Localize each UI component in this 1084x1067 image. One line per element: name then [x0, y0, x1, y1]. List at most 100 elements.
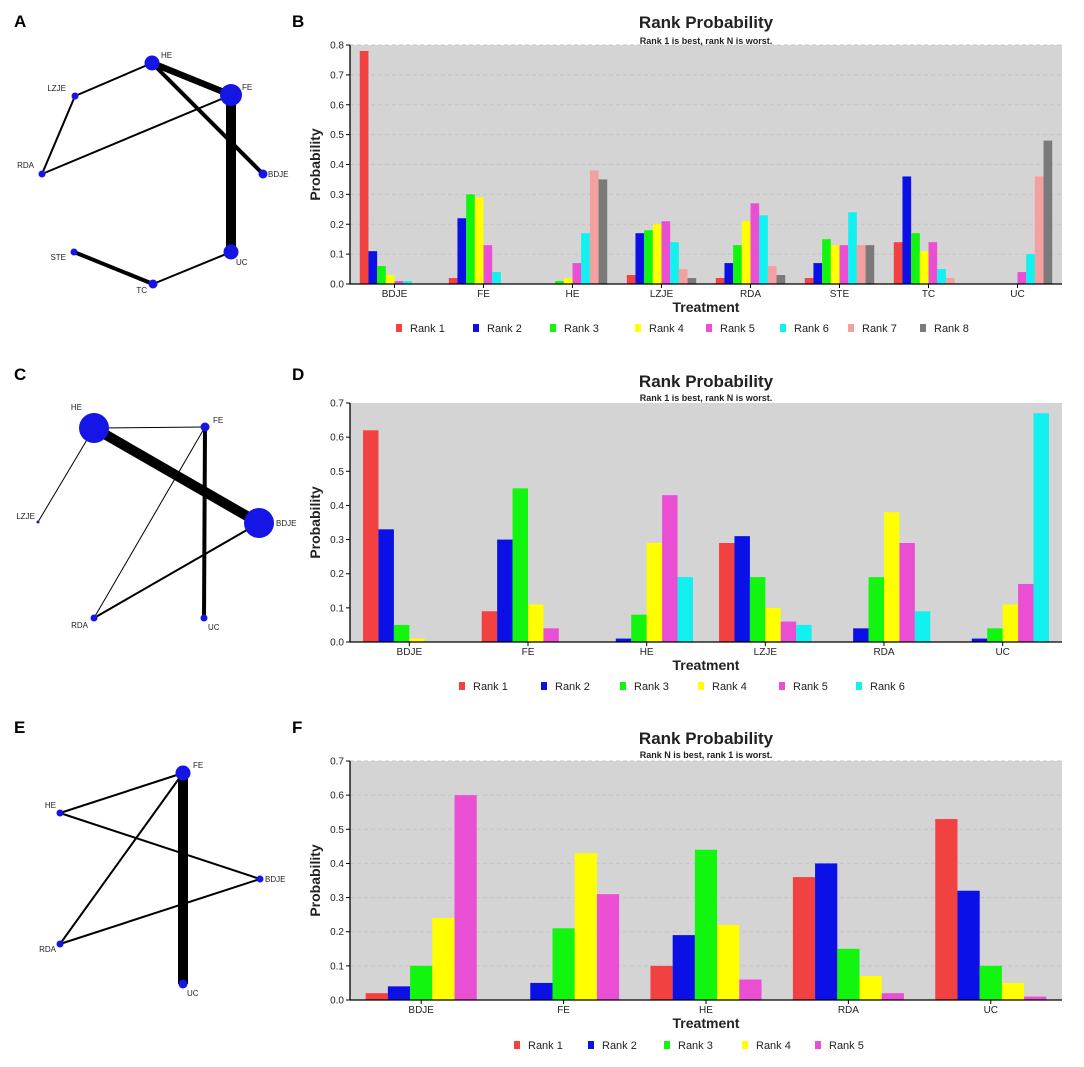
- x-tick-label: LZJE: [754, 647, 778, 658]
- legend-swatch: [664, 1041, 670, 1049]
- bar-rda-rank-8: [776, 275, 786, 284]
- legend-label: Rank 5: [720, 323, 755, 335]
- legend-label: Rank 4: [649, 323, 684, 335]
- bar-tc-rank-1: [893, 242, 903, 284]
- bar-lzje-rank-2: [635, 233, 645, 284]
- y-tick-label: 0.4: [330, 859, 344, 870]
- bar-bdje-rank-4: [409, 638, 425, 642]
- chart-d: Rank Probability Rank 1 is best, rank N i…: [307, 372, 1062, 693]
- y-tick-label: 0.7: [330, 399, 344, 410]
- bar-he-rank-5: [739, 979, 762, 1000]
- bar-lzje-rank-2: [734, 536, 750, 642]
- bar-fe-rank-2: [530, 982, 553, 1000]
- y-tick-label: 0.8: [330, 41, 344, 52]
- network-edge-fe-uc: [202, 426, 207, 619]
- bar-fe-rank-3: [466, 194, 475, 284]
- bar-rda-rank-2: [815, 863, 838, 1000]
- bar-fe-rank-4: [574, 853, 597, 1000]
- legend-label: Rank 1: [410, 323, 445, 335]
- bar-rda-rank-4: [741, 221, 751, 284]
- network-node-label: HE: [71, 403, 82, 412]
- bar-ste-rank-3: [822, 239, 831, 284]
- bar-bdje-rank-6: [403, 281, 412, 284]
- x-tick-label: TC: [922, 289, 935, 300]
- network-node-label: BDJE: [265, 875, 285, 884]
- y-tick-label: 0.6: [330, 100, 344, 111]
- x-tick-label: HE: [699, 1005, 713, 1016]
- y-tick-label: 0.0: [330, 280, 344, 291]
- chart-f: Rank Probability Rank N is best, rank 1 i…: [307, 729, 1062, 1052]
- y-tick-label: 0.1: [330, 961, 344, 972]
- bar-he-rank-3: [555, 281, 564, 284]
- x-tick-label: HE: [640, 647, 654, 658]
- legend-label: Rank 4: [756, 1040, 791, 1052]
- bar-uc-rank-7: [1034, 176, 1044, 284]
- bar-uc-rank-3: [979, 965, 1002, 1000]
- chart-subtitle: Rank 1 is best, rank N is worst.: [640, 36, 773, 46]
- network-node-uc: [200, 614, 208, 622]
- bar-rda-rank-1: [715, 278, 725, 284]
- bar-fe-rank-4: [474, 197, 484, 284]
- bar-uc-rank-6: [1033, 413, 1049, 642]
- chart-subtitle: Rank 1 is best, rank N is worst.: [640, 393, 773, 403]
- x-axis-title: Treatment: [673, 657, 740, 673]
- network-node-rda: [90, 614, 98, 622]
- plot-background: [350, 403, 1062, 642]
- bar-fe-rank-3: [512, 488, 528, 642]
- network-node-bdje: [244, 508, 274, 538]
- bar-ste-rank-1: [804, 278, 814, 284]
- y-tick-label: 0.5: [330, 825, 344, 836]
- legend-swatch: [779, 682, 785, 690]
- legend-label: Rank 5: [829, 1040, 864, 1052]
- bar-bdje-rank-3: [410, 965, 433, 1000]
- bar-rda-rank-3: [868, 577, 884, 642]
- network-node-label: UC: [236, 258, 248, 267]
- bar-fe-rank-1: [448, 278, 458, 284]
- chart-title: Rank Probability: [639, 372, 774, 391]
- bar-he-rank-8: [598, 179, 608, 284]
- network-node-label: HE: [45, 801, 56, 810]
- network-diagram-a: HE FE LZJE RDA BDJE STE TC UC: [17, 51, 288, 295]
- network-edge-rda-bdje: [59, 878, 261, 945]
- legend-label: Rank 5: [793, 681, 828, 693]
- y-axis-title: Probability: [307, 844, 323, 917]
- y-axis-title: Probability: [307, 486, 323, 559]
- network-node-he: [144, 55, 160, 71]
- bar-tc-rank-2: [902, 176, 912, 284]
- network-edge-fe-rda: [59, 772, 184, 945]
- bar-uc-rank-8: [1043, 140, 1053, 284]
- network-edge-he-bdje: [150, 61, 265, 176]
- network-edge-he-bdje: [59, 812, 261, 880]
- y-tick-label: 0.2: [330, 927, 344, 938]
- x-tick-label: FE: [522, 647, 535, 658]
- bar-ste-rank-8: [865, 245, 875, 284]
- network-node-label: TC: [136, 286, 147, 295]
- x-tick-label: BDJE: [408, 1005, 434, 1016]
- bar-lzje-rank-7: [678, 269, 688, 284]
- network-node-label: UC: [187, 989, 199, 998]
- bar-he-rank-6: [581, 233, 590, 284]
- legend-swatch: [815, 1041, 821, 1049]
- legend-swatch: [706, 324, 712, 332]
- legend-label: Rank 7: [862, 323, 897, 335]
- bar-bdje-rank-2: [387, 986, 411, 1000]
- bar-bdje-rank-3: [393, 624, 410, 642]
- network-node-tc: [148, 279, 158, 289]
- network-node-lzje: [36, 520, 40, 524]
- bar-uc-rank-3: [987, 628, 1003, 642]
- bar-tc-rank-6: [937, 269, 946, 284]
- x-tick-label: UC: [995, 647, 1009, 658]
- bar-uc-rank-2: [971, 638, 988, 642]
- bar-uc-rank-6: [1026, 254, 1035, 284]
- network-edge-he-fe: [93, 426, 206, 429]
- bar-lzje-rank-1: [626, 275, 636, 284]
- bar-lzje-rank-3: [644, 230, 653, 284]
- x-axis-title: Treatment: [673, 299, 740, 315]
- chart-subtitle: Rank N is best, rank 1 is worst.: [640, 750, 773, 760]
- network-node-he: [56, 809, 64, 817]
- bar-tc-rank-7: [945, 278, 955, 284]
- y-tick-label: 0.6: [330, 791, 344, 802]
- legend-label: Rank 3: [564, 323, 599, 335]
- y-tick-label: 0.3: [330, 190, 344, 201]
- bar-uc-rank-2: [957, 890, 980, 1000]
